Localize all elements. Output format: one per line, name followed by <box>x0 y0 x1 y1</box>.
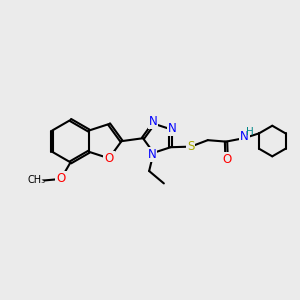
Text: S: S <box>187 140 194 153</box>
Text: N: N <box>240 130 249 143</box>
Text: O: O <box>56 172 66 185</box>
Text: N: N <box>168 122 176 135</box>
Text: H: H <box>246 127 254 137</box>
Text: CH₃: CH₃ <box>27 176 46 185</box>
Text: N: N <box>148 148 157 161</box>
Text: N: N <box>148 115 157 128</box>
Text: O: O <box>222 153 231 166</box>
Text: O: O <box>104 152 114 165</box>
